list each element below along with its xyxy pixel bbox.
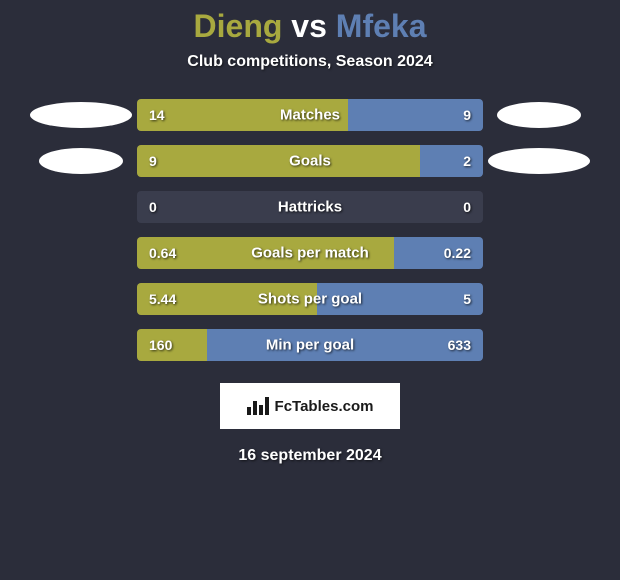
stat-label: Matches xyxy=(280,107,340,124)
player2-avatar xyxy=(488,148,590,174)
stat-value-player1: 9 xyxy=(149,153,157,169)
player1-avatar xyxy=(39,148,123,174)
comparison-row: 0.64 0.22 Goals per match xyxy=(0,237,620,269)
avatar-slot-right xyxy=(483,102,595,128)
player1-name: Dieng xyxy=(194,8,283,44)
stat-value-player1: 0 xyxy=(149,199,157,215)
comparison-rows: 14 9 Matches 9 2 Goals 0 0 Hattricks 0.64 0.22 Goal… xyxy=(0,99,620,361)
stat-label: Goals xyxy=(289,153,331,170)
stat-bar: 9 2 Goals xyxy=(137,145,483,177)
date-label: 16 september 2024 xyxy=(0,447,620,465)
stat-value-player2: 2 xyxy=(463,153,471,169)
stat-label: Shots per goal xyxy=(258,291,362,308)
comparison-row: 9 2 Goals xyxy=(0,145,620,177)
stat-label: Min per goal xyxy=(266,337,354,354)
stat-value-player1: 5.44 xyxy=(149,291,176,307)
stat-bar: 0 0 Hattricks xyxy=(137,191,483,223)
avatar-slot-right xyxy=(483,148,595,174)
stat-value-player1: 14 xyxy=(149,107,165,123)
page-title: Dieng vs Mfeka xyxy=(0,8,620,45)
vs-label: vs xyxy=(291,8,327,44)
stat-value-player2: 633 xyxy=(448,337,471,353)
stat-value-player2: 5 xyxy=(463,291,471,307)
comparison-card: Dieng vs Mfeka Club competitions, Season… xyxy=(0,0,620,580)
avatar-slot-left xyxy=(25,102,137,128)
bar-chart-icon xyxy=(247,397,269,415)
site-name: FcTables.com xyxy=(275,398,374,415)
subtitle: Club competitions, Season 2024 xyxy=(0,53,620,71)
stat-label: Goals per match xyxy=(251,245,369,262)
stat-value-player2: 9 xyxy=(463,107,471,123)
stat-label: Hattricks xyxy=(278,199,342,216)
comparison-row: 14 9 Matches xyxy=(0,99,620,131)
bar-segment-player1 xyxy=(137,145,420,177)
stat-value-player2: 0 xyxy=(463,199,471,215)
player2-avatar xyxy=(497,102,581,128)
stat-bar: 0.64 0.22 Goals per match xyxy=(137,237,483,269)
stat-bar: 160 633 Min per goal xyxy=(137,329,483,361)
comparison-row: 160 633 Min per goal xyxy=(0,329,620,361)
bar-segment-player2 xyxy=(420,145,483,177)
stat-value-player1: 160 xyxy=(149,337,172,353)
player1-avatar xyxy=(30,102,132,128)
player2-name: Mfeka xyxy=(336,8,427,44)
comparison-row: 0 0 Hattricks xyxy=(0,191,620,223)
avatar-slot-left xyxy=(25,148,137,174)
stat-value-player1: 0.64 xyxy=(149,245,176,261)
stat-bar: 5.44 5 Shots per goal xyxy=(137,283,483,315)
site-logo[interactable]: FcTables.com xyxy=(220,383,400,429)
stat-bar: 14 9 Matches xyxy=(137,99,483,131)
comparison-row: 5.44 5 Shots per goal xyxy=(0,283,620,315)
stat-value-player2: 0.22 xyxy=(444,245,471,261)
